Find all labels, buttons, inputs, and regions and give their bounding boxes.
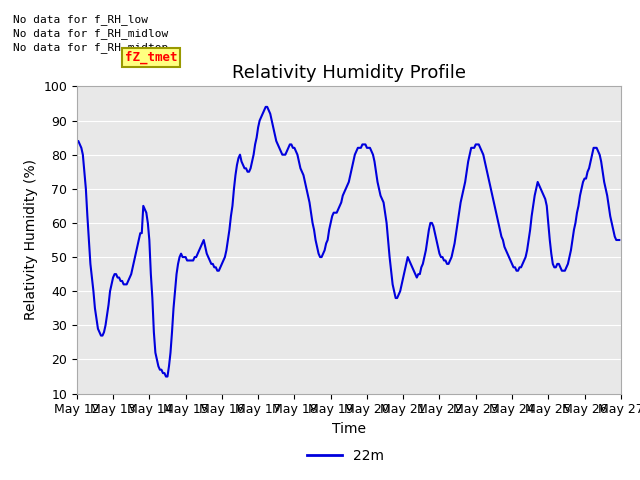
Text: No data for f_RH_midtop: No data for f_RH_midtop bbox=[13, 42, 168, 53]
Text: No data for f_RH_midlow: No data for f_RH_midlow bbox=[13, 28, 168, 39]
Y-axis label: Relativity Humidity (%): Relativity Humidity (%) bbox=[24, 159, 38, 321]
Title: Relativity Humidity Profile: Relativity Humidity Profile bbox=[232, 64, 466, 82]
Text: fZ_tmet: fZ_tmet bbox=[125, 51, 177, 64]
Text: No data for f_RH_low: No data for f_RH_low bbox=[13, 13, 148, 24]
X-axis label: Time: Time bbox=[332, 422, 366, 436]
Legend: 22m: 22m bbox=[301, 443, 390, 468]
